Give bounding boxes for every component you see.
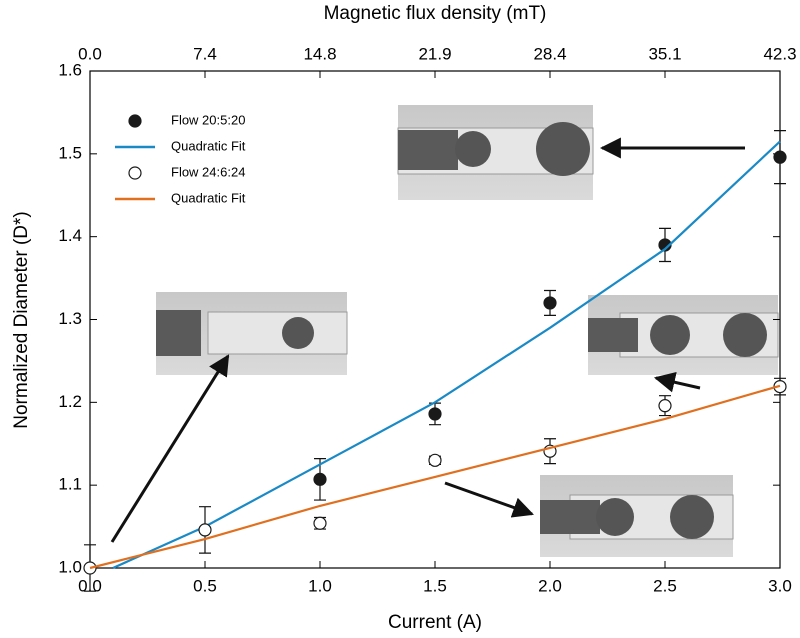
fit-line [89, 384, 781, 570]
legend-swatch [128, 166, 142, 180]
arrow [444, 481, 534, 518]
x-tick-label: 2.0 [538, 576, 562, 595]
data-point [313, 516, 327, 530]
x-tick-label: 3.0 [768, 576, 792, 595]
inset-images [156, 105, 779, 557]
y-axis-label: Normalized Diameter (D*) [11, 211, 32, 429]
arrow [110, 354, 230, 543]
data-point [543, 296, 557, 310]
x2-tick-label: 14.8 [303, 44, 336, 63]
legend-label: Flow 20:5:20 [171, 112, 245, 127]
legend-swatch [128, 114, 142, 128]
data-point [428, 407, 442, 421]
legend-label: Quadratic Fit [171, 190, 246, 205]
micrograph [156, 292, 348, 375]
micrograph [588, 295, 779, 375]
x-axis-label: Current (A) [388, 612, 482, 633]
x2-tick-label: 21.9 [418, 44, 451, 63]
x2-tick-label: 7.4 [193, 44, 217, 63]
data-point [428, 453, 442, 467]
data-point [773, 150, 787, 164]
x-tick-label: 2.5 [653, 576, 677, 595]
x2-tick-label: 42.3 [763, 44, 796, 63]
x-tick-label: 1.5 [423, 576, 447, 595]
data-point [658, 399, 672, 413]
y-tick-label: 1.1 [58, 475, 82, 494]
legend-label: Quadratic Fit [171, 138, 246, 153]
x2-tick-label: 28.4 [533, 44, 566, 63]
micrograph [397, 105, 594, 200]
legend-label: Flow 24:6:24 [171, 164, 245, 179]
micrograph [540, 475, 734, 557]
x-tick-label: 0.5 [193, 576, 217, 595]
x2-tick-label: 0.0 [78, 44, 102, 63]
x2-axis-label: Magnetic flux density (mT) [324, 3, 547, 24]
x-tick-label: 1.0 [308, 576, 332, 595]
y-tick-label: 1.4 [58, 226, 82, 245]
x2-tick-label: 35.1 [648, 44, 681, 63]
arrow [653, 371, 701, 393]
data-point [313, 472, 327, 486]
data-point [198, 523, 212, 537]
y-tick-label: 1.0 [58, 557, 82, 576]
arrows [110, 137, 745, 543]
y-tick-label: 1.5 [58, 143, 82, 162]
y-tick-label: 1.3 [58, 309, 82, 328]
y-tick-label: 1.6 [58, 60, 82, 79]
y-tick-label: 1.2 [58, 392, 82, 411]
